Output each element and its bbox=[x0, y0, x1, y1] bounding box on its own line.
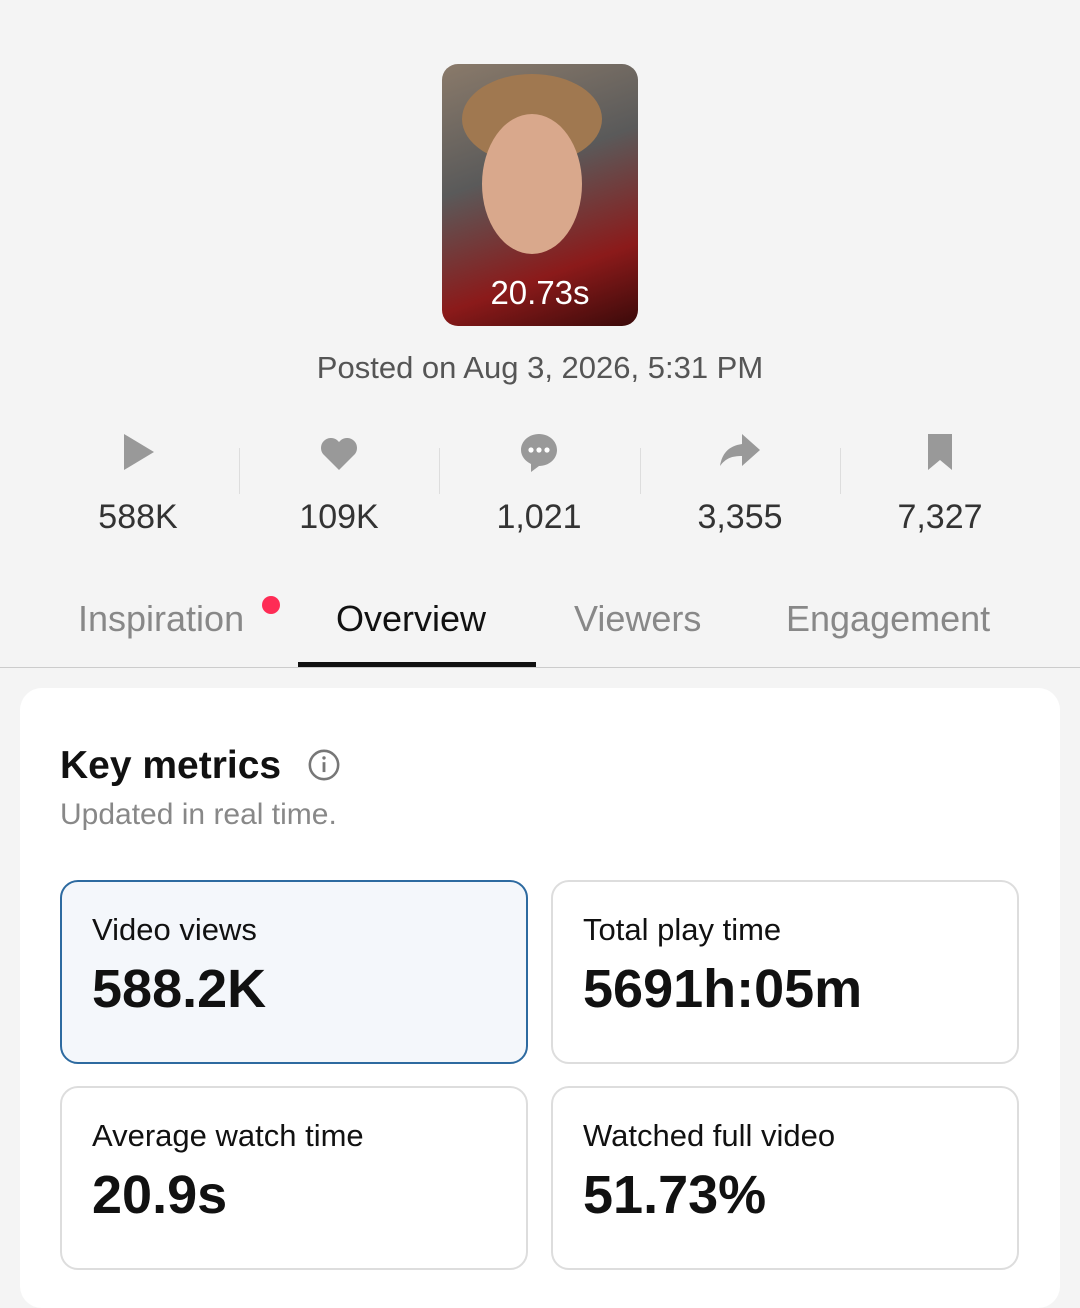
screen: {"video":{"duration":"20.73s","posted":"… bbox=[0, 64, 1080, 1308]
tab[interactable]: Engagement bbox=[786, 598, 991, 639]
stat-value: 7,327 bbox=[897, 498, 983, 536]
metric-value: 5691h:05m bbox=[583, 959, 863, 1019]
icon-heart bbox=[321, 438, 357, 470]
divider bbox=[0, 667, 1080, 668]
section-subtitle: Updated in real time. bbox=[60, 798, 337, 831]
metric-card[interactable]: Watched full video 51.73% bbox=[551, 1086, 1019, 1270]
metric-value: 588.2K bbox=[92, 959, 267, 1019]
metric-label: Average watch time bbox=[92, 1118, 364, 1153]
tab[interactable]: Viewers bbox=[574, 598, 702, 639]
metric-card[interactable]: Average watch time 20.9s bbox=[60, 1086, 528, 1270]
separator bbox=[439, 448, 440, 494]
stat-comments: 1,021 bbox=[439, 420, 639, 537]
metric-label: Total play time bbox=[583, 912, 782, 947]
tab-indicator bbox=[298, 662, 536, 667]
metric-label: Video views bbox=[92, 912, 257, 947]
metric-label: Watched full video bbox=[583, 1118, 836, 1153]
video-thumbnail[interactable]: 20.73s bbox=[442, 64, 638, 326]
separator bbox=[840, 448, 841, 494]
stat-value: 588K bbox=[98, 498, 178, 536]
stat-value: 1,021 bbox=[496, 498, 582, 536]
stat-saves: 7,327 bbox=[840, 420, 1040, 537]
tab[interactable]: Overview bbox=[336, 598, 487, 639]
stat-value: 3,355 bbox=[697, 498, 783, 536]
info-icon[interactable] bbox=[307, 748, 341, 782]
stat-views: 588K bbox=[38, 420, 238, 537]
separator bbox=[640, 448, 641, 494]
thumb-art bbox=[482, 114, 582, 254]
stat-shares: 3,355 bbox=[640, 420, 840, 537]
stat-likes: 109K bbox=[239, 420, 439, 537]
icon-play bbox=[124, 434, 154, 470]
metric-card[interactable]: Video views 588.2K bbox=[60, 880, 528, 1064]
icon-bookmark bbox=[928, 434, 952, 470]
metric-card[interactable]: Total play time 5691h:05m bbox=[551, 880, 1019, 1064]
page: body { margin:0; width:1080px; height:12… bbox=[0, 64, 1080, 1308]
metric-value: 20.9s bbox=[92, 1165, 228, 1225]
posted-date: Posted on Aug 3, 2026, 5:31 PM bbox=[316, 350, 764, 385]
section-title: Key metrics bbox=[60, 744, 282, 787]
separator bbox=[239, 448, 240, 494]
stat-value: 109K bbox=[299, 498, 379, 536]
metric-value: 51.73% bbox=[583, 1165, 767, 1225]
tab[interactable]: Inspiration bbox=[78, 598, 245, 639]
duration: 20.73s bbox=[490, 274, 590, 311]
metrics-card: Key metrics Updated in real time. Video … bbox=[20, 688, 1060, 1308]
icon-comment bbox=[521, 434, 557, 472]
icon-share bbox=[720, 434, 760, 466]
notification-dot bbox=[262, 596, 280, 614]
